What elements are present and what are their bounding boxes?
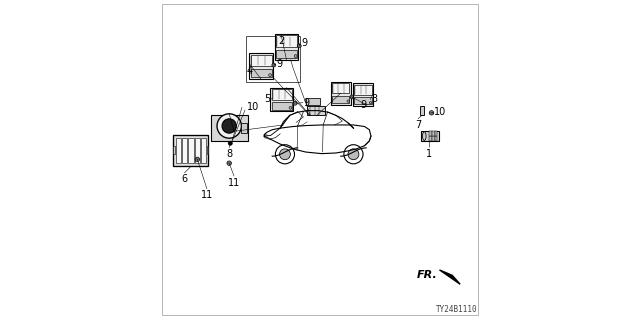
Circle shape (344, 145, 363, 164)
Text: 10: 10 (434, 107, 446, 117)
Bar (195, 138, 200, 163)
Bar (429, 136, 431, 141)
Bar (250, 54, 271, 66)
Bar (201, 138, 206, 163)
Text: 9: 9 (303, 98, 310, 108)
Bar (270, 87, 293, 111)
Circle shape (280, 149, 291, 160)
Circle shape (269, 74, 271, 76)
Bar (421, 131, 438, 141)
Text: 9: 9 (360, 100, 366, 110)
Bar (271, 102, 292, 109)
Text: 11: 11 (201, 190, 213, 200)
Circle shape (369, 101, 372, 104)
Polygon shape (440, 270, 460, 284)
Bar (355, 84, 372, 95)
Circle shape (298, 44, 301, 48)
Bar (211, 115, 248, 141)
Circle shape (348, 149, 359, 160)
Bar (420, 106, 424, 116)
Bar (173, 134, 209, 166)
Text: 8: 8 (226, 149, 232, 159)
Text: 9: 9 (301, 38, 307, 48)
Text: FR.: FR. (417, 270, 438, 280)
Bar (432, 136, 435, 141)
Circle shape (293, 101, 297, 105)
Bar (331, 82, 351, 105)
Bar (332, 96, 349, 103)
Text: 10: 10 (246, 102, 259, 112)
Bar (249, 53, 273, 79)
Circle shape (228, 141, 232, 145)
Text: 2: 2 (278, 36, 284, 46)
Circle shape (289, 107, 292, 109)
Text: 9: 9 (276, 60, 282, 69)
Circle shape (350, 95, 354, 99)
Ellipse shape (422, 132, 426, 140)
Text: 6: 6 (182, 174, 188, 184)
Text: 7: 7 (415, 120, 421, 130)
Bar (275, 34, 298, 60)
Bar (182, 138, 188, 163)
Circle shape (275, 145, 294, 164)
Circle shape (227, 161, 232, 165)
Bar (355, 97, 372, 104)
Circle shape (272, 63, 276, 67)
Bar (207, 147, 209, 155)
Bar (173, 147, 175, 155)
Bar (435, 131, 438, 136)
Bar (175, 138, 181, 163)
Text: 5: 5 (264, 93, 271, 103)
Bar (241, 123, 247, 133)
Bar (429, 131, 431, 136)
Bar (432, 131, 435, 136)
Circle shape (429, 111, 434, 115)
Bar (332, 83, 349, 93)
Text: TY24B1110: TY24B1110 (436, 305, 477, 314)
Bar (188, 138, 194, 163)
Circle shape (294, 55, 297, 58)
Circle shape (195, 157, 200, 162)
Bar (307, 106, 324, 116)
Bar (271, 89, 292, 100)
Bar (435, 136, 438, 141)
Bar (276, 50, 297, 58)
Circle shape (347, 100, 349, 102)
Bar (306, 98, 320, 105)
Circle shape (222, 119, 236, 133)
Bar (353, 83, 373, 106)
Text: 3: 3 (371, 94, 377, 104)
Bar (250, 69, 271, 77)
Text: 4: 4 (247, 66, 253, 76)
Text: 1: 1 (426, 149, 433, 159)
Bar (276, 36, 297, 47)
Circle shape (217, 114, 241, 138)
Text: 11: 11 (228, 178, 240, 188)
